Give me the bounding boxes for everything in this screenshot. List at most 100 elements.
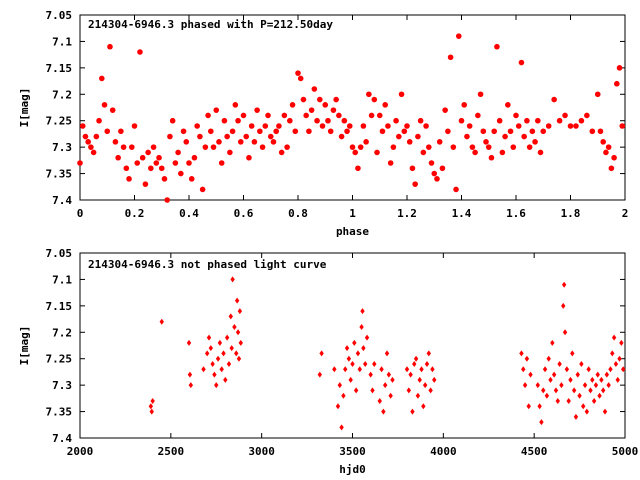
x-tick-label: 0.6: [234, 207, 254, 220]
data-point: [505, 102, 511, 108]
data-point: [408, 371, 413, 378]
plot-frame: [79, 252, 626, 439]
data-point: [126, 176, 132, 182]
data-point: [521, 133, 527, 140]
data-point: [537, 149, 544, 156]
data-point: [224, 334, 230, 341]
data-point: [499, 149, 506, 156]
data-point: [230, 276, 235, 283]
x-tick-label: 2: [622, 207, 629, 220]
data-point: [379, 128, 386, 135]
x-tick-label: 1.4: [452, 207, 472, 220]
data-point: [564, 366, 570, 373]
data-point: [575, 371, 580, 378]
data-point: [368, 112, 375, 119]
data-point: [270, 139, 277, 145]
data-point: [383, 382, 388, 389]
data-point: [426, 144, 432, 150]
y-axis-label: I[mag]: [18, 88, 31, 128]
data-point: [234, 350, 239, 357]
data-point: [582, 382, 588, 389]
data-point: [521, 366, 526, 373]
data-point: [544, 392, 550, 399]
data-point: [227, 149, 233, 156]
data-point: [348, 376, 353, 383]
data-point: [202, 144, 209, 150]
data-point: [436, 139, 443, 145]
data-point: [142, 181, 149, 187]
data-point: [317, 96, 323, 103]
data-point: [210, 144, 217, 150]
data-point: [597, 128, 604, 135]
y-tick-label: 7.35: [46, 406, 73, 419]
data-point: [388, 392, 393, 399]
data-point: [382, 102, 389, 108]
data-point: [183, 139, 190, 145]
data-point: [88, 144, 94, 150]
data-point: [355, 350, 361, 357]
data-point: [295, 70, 301, 76]
data-point: [350, 361, 355, 367]
y-tick-label: 7.15: [46, 300, 73, 313]
data-point: [206, 334, 212, 341]
data-point: [390, 376, 395, 383]
data-point: [355, 165, 361, 172]
x-tick-label: 0.8: [288, 207, 308, 220]
data-point: [561, 281, 567, 288]
data-point: [466, 123, 473, 129]
data-point: [410, 408, 415, 415]
y-tick-label: 7.4: [52, 194, 72, 207]
data-point: [234, 297, 240, 304]
data-point: [276, 123, 282, 129]
data-point: [540, 128, 547, 135]
data-point: [379, 366, 384, 373]
data-point: [442, 107, 448, 113]
data-point: [584, 408, 590, 415]
data-point: [617, 355, 622, 362]
data-point: [325, 117, 331, 124]
data-point: [212, 371, 217, 378]
data-point: [226, 361, 232, 367]
data-point: [360, 123, 367, 129]
data-point: [273, 128, 280, 135]
data-point: [284, 144, 290, 150]
data-point: [557, 361, 562, 367]
x-tick-label: 1: [349, 207, 356, 220]
data-point: [409, 165, 416, 172]
data-point: [518, 59, 525, 66]
data-point: [223, 376, 228, 383]
data-point: [453, 186, 459, 193]
x-tick-label: 2000: [67, 445, 94, 458]
data-point: [248, 123, 255, 129]
data-point: [148, 403, 154, 410]
data-point: [90, 149, 97, 156]
data-point: [510, 144, 517, 150]
data-point: [424, 361, 430, 367]
data-point: [472, 149, 478, 156]
data-point: [401, 128, 408, 135]
data-point: [79, 123, 86, 129]
data-point: [519, 350, 524, 357]
y-tick-label: 7.3: [52, 141, 72, 154]
data-point: [217, 339, 223, 346]
data-point: [237, 139, 244, 145]
data-point: [412, 361, 417, 367]
data-point: [327, 128, 334, 135]
data-point: [210, 361, 215, 367]
data-point: [194, 123, 200, 129]
data-point: [332, 366, 337, 373]
data-point: [221, 350, 226, 357]
data-point: [204, 350, 210, 357]
data-point: [289, 102, 296, 108]
data-point: [346, 355, 352, 362]
data-point: [93, 133, 100, 140]
data-point: [123, 165, 130, 172]
data-point: [236, 355, 242, 362]
data-point: [96, 117, 102, 124]
data-point: [600, 139, 606, 145]
x-tick-label: 0.2: [125, 207, 145, 220]
data-point: [513, 112, 519, 119]
data-point: [488, 154, 495, 161]
data-point: [330, 107, 337, 113]
data-point: [537, 403, 542, 410]
